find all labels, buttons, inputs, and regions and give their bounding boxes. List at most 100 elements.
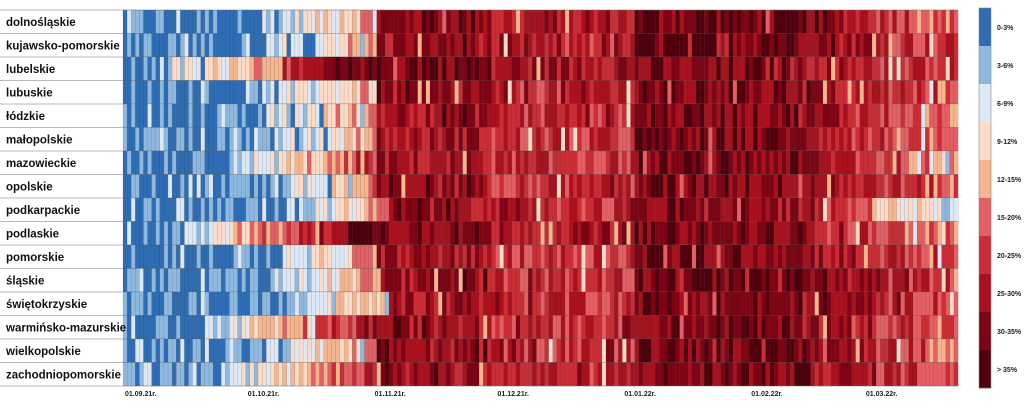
heatmap-cell: [798, 9, 803, 34]
heatmap-cell: [794, 9, 799, 34]
heatmap-cell: [204, 103, 210, 128]
heatmap-cell: [270, 291, 275, 316]
heatmap-cell: [131, 197, 136, 222]
heatmap-cell: [454, 33, 459, 58]
heatmap-cell: [126, 268, 132, 293]
heatmap-cell: [642, 103, 648, 128]
heatmap-cell: [335, 197, 341, 222]
heatmap-cell: [425, 244, 431, 269]
heatmap-cell: [773, 9, 779, 34]
heatmap-cell: [749, 127, 754, 152]
heatmap-cell: [859, 268, 865, 293]
heatmap-cell: [212, 221, 218, 246]
heatmap-cell: [343, 56, 349, 81]
heatmap-cell: [679, 56, 685, 81]
heatmap-cell: [356, 221, 361, 246]
heatmap-cell: [839, 9, 844, 34]
heatmap-cell: [278, 33, 283, 58]
heatmap-cell: [892, 197, 897, 222]
heatmap-cell: [262, 9, 267, 34]
legend-label: 20-25%: [997, 253, 1022, 260]
heatmap-cell: [790, 56, 795, 81]
heatmap-cell: [495, 33, 500, 58]
heatmap-cell: [798, 103, 803, 128]
heatmap-cell: [401, 268, 406, 293]
heatmap-cell: [687, 315, 693, 340]
heatmap-cell: [708, 197, 713, 222]
heatmap-cell: [699, 315, 705, 340]
heatmap-cell: [564, 56, 570, 81]
heatmap-cell: [311, 197, 316, 222]
heatmap-cell: [577, 338, 582, 363]
heatmap-cell: [495, 103, 500, 128]
heatmap-cell: [728, 33, 734, 58]
heatmap-cell: [163, 56, 169, 81]
heatmap-cell: [446, 244, 451, 269]
heatmap-cell: [327, 244, 333, 269]
heatmap-cell: [785, 9, 791, 34]
heatmap-cell: [523, 9, 529, 34]
heatmap-cell: [298, 80, 304, 105]
heatmap-cell: [663, 197, 668, 222]
heatmap-cell: [262, 197, 267, 222]
heatmap-cell: [417, 33, 423, 58]
heatmap-cell: [266, 291, 271, 316]
heatmap-cell: [884, 291, 889, 316]
heatmap-cell: [826, 174, 832, 199]
heatmap-cell: [274, 174, 279, 199]
heatmap-cell: [822, 127, 828, 152]
heatmap-cell: [659, 338, 664, 363]
heatmap-cell: [695, 362, 701, 387]
heatmap-cell: [425, 291, 431, 316]
heatmap-cell: [736, 291, 742, 316]
heatmap-cell: [405, 268, 410, 293]
heatmap-cell: [683, 244, 689, 269]
heatmap-cell: [143, 80, 148, 105]
heatmap-cell: [139, 362, 144, 387]
heatmap-cell: [474, 80, 480, 105]
heatmap-cell: [270, 56, 275, 81]
legend-swatch: [979, 8, 991, 47]
heatmap-cell: [323, 221, 328, 246]
heatmap-cell: [458, 103, 464, 128]
heatmap-cell: [274, 127, 279, 152]
heatmap-cell: [327, 56, 333, 81]
heatmap-cell: [442, 80, 447, 105]
heatmap-cell: [519, 9, 525, 34]
heatmap-cell: [225, 80, 230, 105]
heatmap-cell: [863, 56, 869, 81]
heatmap-cell: [212, 33, 218, 58]
heatmap-cell: [147, 56, 152, 81]
heatmap-cell: [225, 362, 230, 387]
heatmap-cell: [311, 244, 316, 269]
heatmap-cell: [200, 56, 206, 81]
heatmap-cell: [798, 80, 803, 105]
heatmap-cell: [892, 56, 897, 81]
heatmap-cell: [438, 268, 443, 293]
heatmap-cell: [131, 244, 136, 269]
heatmap-cell: [699, 244, 705, 269]
heatmap-cell: [609, 268, 615, 293]
heatmap-cell: [372, 244, 378, 269]
heatmap-cell: [474, 9, 480, 34]
heatmap-cell: [839, 174, 844, 199]
heatmap-cell: [573, 9, 578, 34]
heatmap-cell: [327, 315, 333, 340]
heatmap-cell: [147, 150, 152, 175]
heatmap-cell: [724, 150, 730, 175]
heatmap-cell: [438, 56, 443, 81]
heatmap-cell: [937, 197, 942, 222]
heatmap-cell: [667, 221, 672, 246]
heatmap-cell: [192, 291, 197, 316]
heatmap-cell: [634, 315, 640, 340]
heatmap-cell: [352, 150, 357, 175]
heatmap-cell: [679, 268, 685, 293]
heatmap-cell: [830, 338, 836, 363]
heatmap-cell: [159, 9, 165, 34]
heatmap-cell: [896, 315, 901, 340]
heatmap-cell: [777, 9, 783, 34]
heatmap-cell: [163, 80, 169, 105]
heatmap-cell: [343, 33, 349, 58]
heatmap-cell: [372, 291, 378, 316]
heatmap-cell: [806, 291, 811, 316]
